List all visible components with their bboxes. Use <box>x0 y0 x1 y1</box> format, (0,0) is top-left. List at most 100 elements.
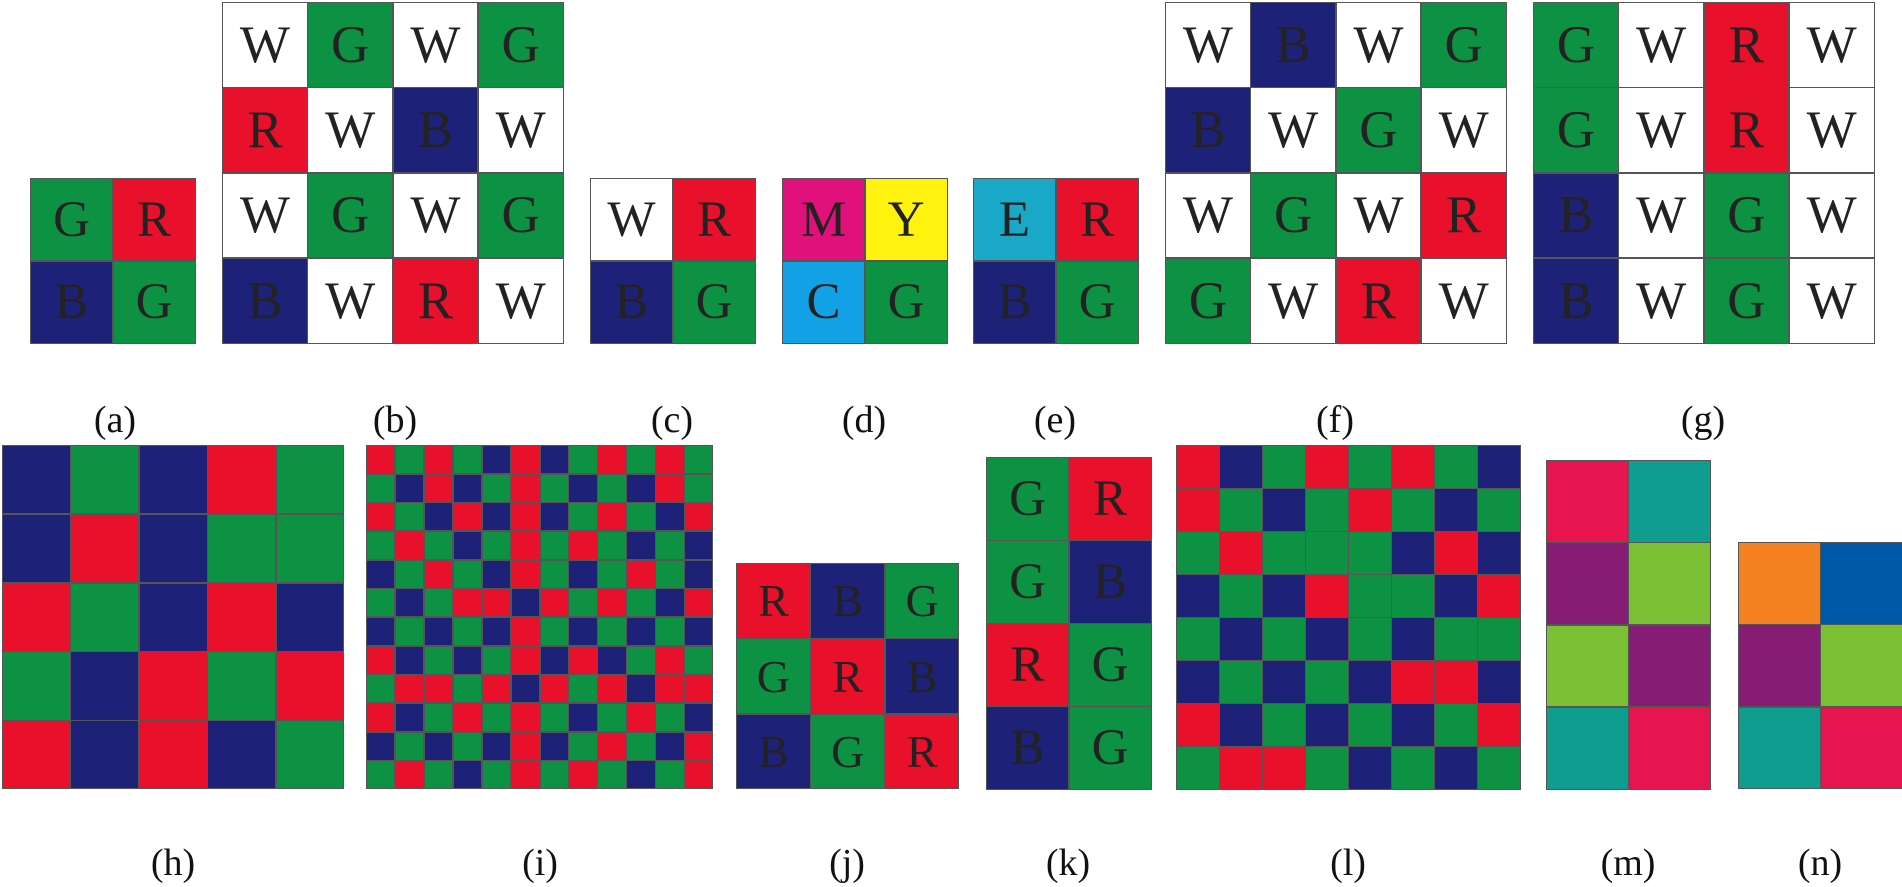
pattern-g-cell: R <box>1703 2 1790 88</box>
pattern-h-cell <box>207 445 277 515</box>
pattern-i-cell <box>655 674 685 704</box>
pattern-a-cell: B <box>30 260 113 344</box>
pattern-n-cell <box>1738 706 1821 790</box>
pattern-f-label: (f) <box>1316 399 1354 441</box>
pattern-i-cell <box>655 531 685 561</box>
pattern-l-cell <box>1305 746 1349 790</box>
pattern-h-cell <box>138 445 208 515</box>
pattern-d-cell: Y <box>864 178 948 261</box>
pattern-k-cell: R <box>1068 457 1152 541</box>
pattern-i-cell <box>510 731 540 761</box>
pattern-l-cell <box>1305 488 1349 532</box>
pattern-g-cell: G <box>1703 172 1790 259</box>
pattern-f-cell: R <box>1335 257 1422 344</box>
pattern-i-cell <box>366 559 396 589</box>
pattern-f-cell: B <box>1165 87 1251 173</box>
pattern-i-cell <box>481 674 512 704</box>
pattern-k-cell: B <box>1068 540 1152 624</box>
pattern-i-cell <box>597 473 627 503</box>
pattern-l-cell <box>1434 617 1478 661</box>
pattern-l-cell <box>1176 445 1220 489</box>
pattern-l-cell <box>1176 531 1220 575</box>
pattern-a-label: (a) <box>93 399 137 441</box>
pattern-l-cell <box>1434 531 1478 575</box>
pattern-i-cell <box>597 502 627 532</box>
pattern-i-cell <box>597 617 627 647</box>
pattern-i-cell <box>684 531 714 561</box>
pattern-b-cell: B <box>222 257 308 344</box>
pattern-i-label: (i) <box>522 842 558 884</box>
pattern-i-cell <box>626 731 656 761</box>
pattern-l-cell <box>1262 617 1306 661</box>
pattern-i-cell <box>366 645 396 675</box>
pattern-l-cell <box>1262 703 1306 747</box>
pattern-l-cell <box>1477 746 1521 790</box>
pattern-j-cell: G <box>810 713 886 790</box>
pattern-h-cell <box>2 445 71 515</box>
pattern-i-cell <box>568 559 598 589</box>
pattern-l-cell <box>1262 660 1306 704</box>
pattern-i-cell <box>394 617 425 647</box>
pattern-b-cell: W <box>307 87 393 173</box>
pattern-b-cell: W <box>222 172 308 259</box>
pattern-l-cell <box>1305 660 1349 704</box>
pattern-i-cell <box>452 645 483 675</box>
pattern-i-cell <box>539 588 569 618</box>
pattern-i-cell <box>655 645 685 675</box>
pattern-g-cell: W <box>1788 172 1875 259</box>
pattern-i-cell <box>539 502 569 532</box>
pattern-i-cell <box>626 703 656 733</box>
pattern-l-cell <box>1434 703 1478 747</box>
pattern-e-label: (e) <box>1033 399 1077 441</box>
pattern-k-cell: R <box>986 623 1069 707</box>
pattern-h-cell <box>70 582 140 652</box>
pattern-j-cell: G <box>736 638 811 715</box>
pattern-g-cell: R <box>1703 87 1790 173</box>
pattern-i-cell <box>423 645 454 675</box>
pattern-i-cell <box>568 617 598 647</box>
pattern-h-cell <box>275 582 345 652</box>
pattern-i-cell <box>481 588 512 618</box>
pattern-l-cell <box>1262 531 1306 575</box>
pattern-j-cell: B <box>810 563 886 639</box>
pattern-j-label: (j) <box>829 842 865 884</box>
pattern-n-cell <box>1820 624 1902 708</box>
pattern-l-cell <box>1391 746 1435 790</box>
pattern-l-cell <box>1219 445 1263 489</box>
pattern-i-cell <box>394 731 425 761</box>
pattern-l-cell <box>1391 703 1435 747</box>
pattern-l-cell <box>1219 531 1263 575</box>
pattern-l-cell <box>1219 488 1263 532</box>
pattern-h-cell <box>275 651 345 721</box>
pattern-i-cell <box>655 445 685 475</box>
pattern-i-cell <box>423 559 454 589</box>
pattern-g-cell: G <box>1703 257 1790 344</box>
pattern-a-cell: G <box>30 178 113 261</box>
pattern-i-cell <box>684 473 714 503</box>
pattern-i-cell <box>626 445 656 475</box>
pattern-l-cell <box>1391 617 1435 661</box>
pattern-l-cell <box>1434 660 1478 704</box>
pattern-i-cell <box>452 502 483 532</box>
pattern-h-cell <box>275 513 345 584</box>
pattern-l-cell <box>1477 488 1521 532</box>
pattern-i-cell <box>597 760 627 790</box>
pattern-k-cell: G <box>1068 623 1152 707</box>
pattern-i-cell <box>539 617 569 647</box>
pattern-i-cell <box>684 588 714 618</box>
pattern-d-label: (d) <box>841 399 887 441</box>
pattern-h-cell <box>2 582 71 652</box>
pattern-i-cell <box>510 588 540 618</box>
pattern-i-cell <box>626 617 656 647</box>
pattern-g-cell: B <box>1533 172 1619 259</box>
pattern-i-cell <box>655 703 685 733</box>
pattern-l-cell <box>1348 488 1392 532</box>
pattern-b-cell: W <box>392 2 479 88</box>
pattern-i-cell <box>452 703 483 733</box>
pattern-j-cell: B <box>736 713 811 790</box>
pattern-i-cell <box>510 502 540 532</box>
pattern-i-cell <box>655 473 685 503</box>
